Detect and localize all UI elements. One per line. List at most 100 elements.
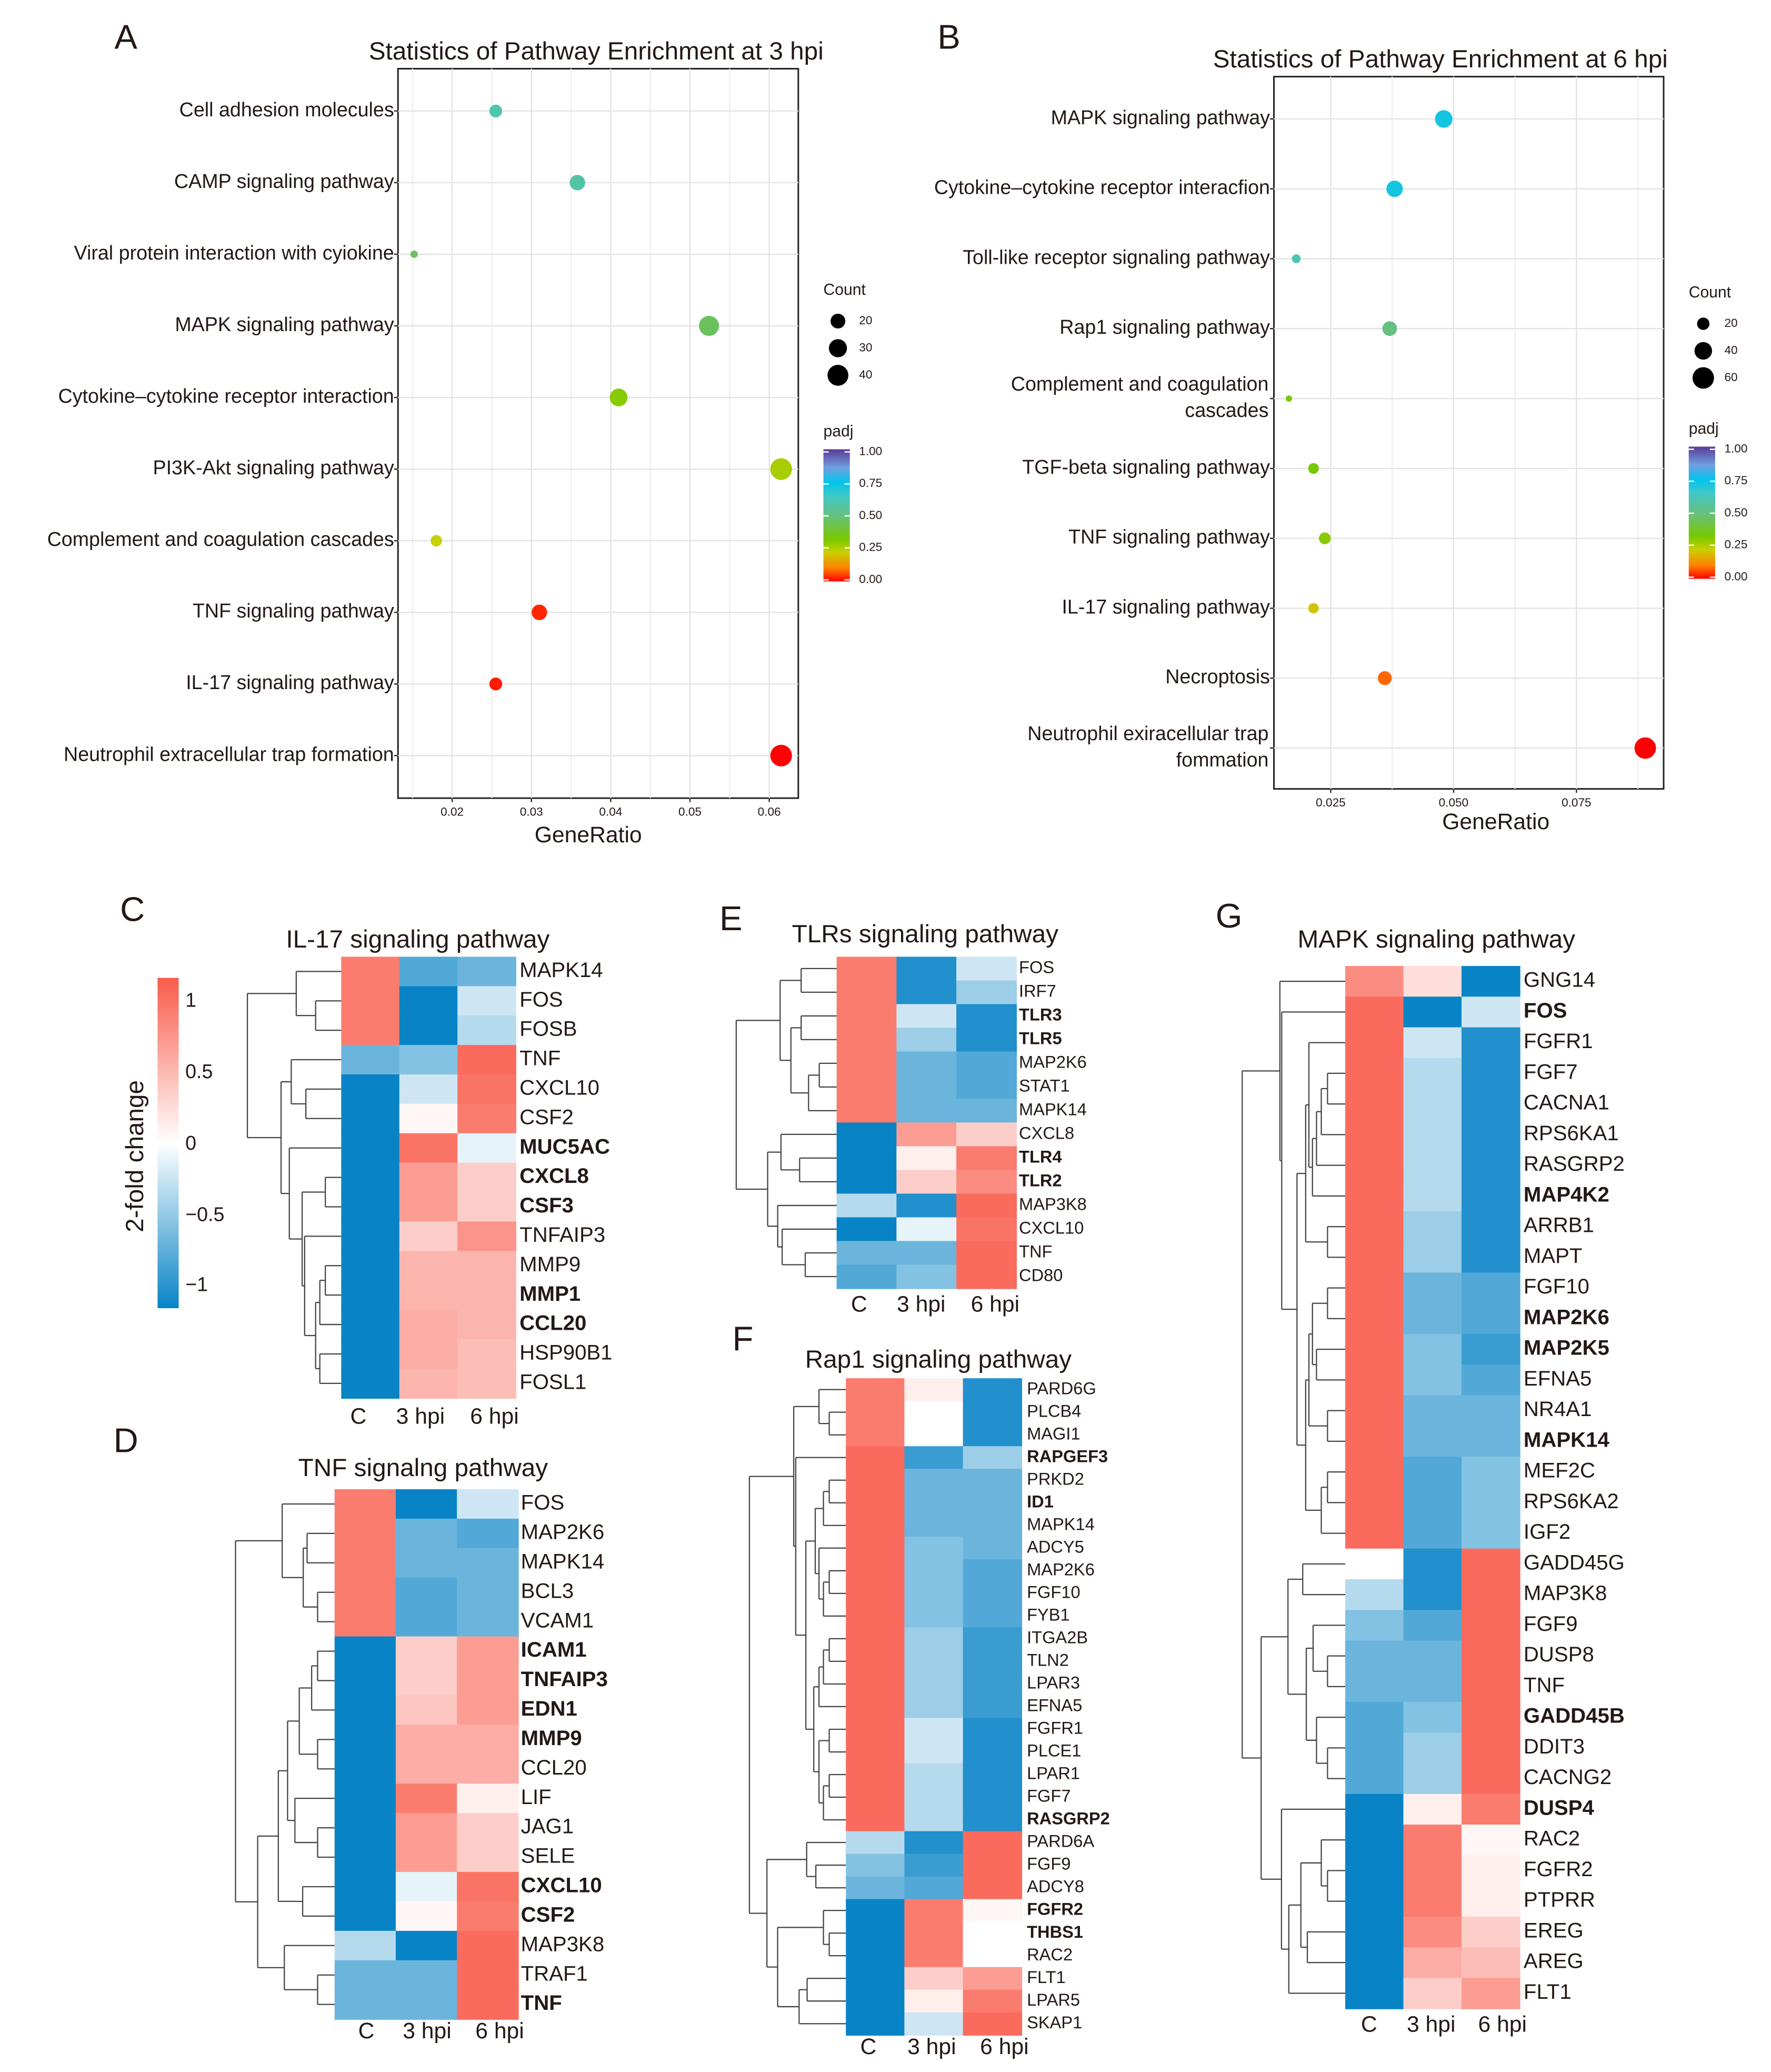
heatmap-cell (457, 1960, 519, 1990)
colorbar-label: 0.50 (859, 509, 882, 522)
heatmap-cell (896, 1004, 957, 1029)
heatmap-cell (457, 1103, 516, 1134)
heatmap-cell (963, 1559, 1023, 1583)
gene-label: LPAR3 (1027, 1673, 1080, 1692)
heatmap-cell (1345, 1916, 1404, 1948)
heatmap-cell (904, 1491, 964, 1515)
heatmap-cell (904, 1808, 964, 1832)
x-axis-label: GeneRatio (1442, 809, 1549, 834)
heatmap-cell (956, 1264, 1017, 1289)
gene-label: GNG14 (1524, 968, 1595, 992)
heatmap-rap1 (748, 1378, 1023, 2036)
heatmap-cell (846, 1944, 905, 1968)
size-legend-label: 40 (1724, 343, 1737, 356)
colorbar-label: 0.25 (859, 541, 882, 554)
heatmap-cell (846, 1491, 905, 1515)
heatmap-cell (1403, 1333, 1463, 1366)
heatmap-cell (1461, 1947, 1520, 1979)
gene-label: LIF (521, 1785, 552, 1809)
heatmap-cell (846, 1537, 905, 1560)
x-tick-label: 0.025 (1316, 796, 1346, 809)
heatmap-cell (846, 1559, 905, 1583)
gene-label: FOS (1019, 958, 1054, 977)
heatmap-cell (1461, 1978, 1520, 2009)
heatmap-cell (399, 1133, 458, 1163)
heatmap-cell (836, 1028, 897, 1052)
heatmap-cell (904, 1944, 964, 1968)
gene-label: CSF3 (519, 1193, 574, 1217)
gene-label: MAP2K6 (521, 1520, 604, 1543)
heatmap-cell (334, 1607, 397, 1637)
heatmap-cell (395, 1784, 458, 1814)
gene-label: IGF2 (1524, 1520, 1570, 1543)
column-label: 6 hpi (971, 1291, 1020, 1317)
heatmap-cell (896, 957, 957, 981)
gene-label: CACNG2 (1524, 1765, 1612, 1789)
gene-label: MAP2K6 (1524, 1305, 1609, 1329)
panel-letter: B (937, 18, 960, 56)
heatmap-cell (341, 1045, 400, 1075)
gene-label: FLT1 (1027, 1967, 1066, 1987)
gene-label: MAP2K5 (1524, 1336, 1609, 1360)
heatmap-cell (836, 980, 897, 1005)
column-label: C (351, 1404, 367, 1429)
column-label: C (358, 2018, 375, 2044)
heatmap-cell (1345, 1978, 1404, 2009)
gene-label: ADCY5 (1027, 1537, 1084, 1556)
heatmap-cell (395, 1577, 458, 1608)
heatmap-cell (457, 1074, 516, 1105)
heatmap-cell (963, 1786, 1023, 1809)
heatmap-cell (904, 1786, 964, 1809)
heatmap-cell (457, 1368, 516, 1399)
heatmap-cell (904, 1718, 964, 1741)
y-tick-label: fommation (1176, 749, 1269, 771)
heatmap-title: TNF signalng pathway (298, 1454, 548, 1482)
heatmap-cell (836, 1241, 897, 1266)
heatmap-cell (846, 1695, 905, 1719)
heatmap-cell (896, 1075, 957, 1100)
plot-area (397, 68, 799, 799)
heatmap-cell (904, 1514, 964, 1538)
heatmap-cell (963, 1740, 1023, 1764)
heatmap-cell (904, 2012, 964, 2036)
size-legend-title: Count (824, 281, 866, 298)
gene-label: HSP90B1 (519, 1341, 612, 1364)
heatmap-cell (1461, 1518, 1520, 1549)
heatmap-cell (395, 1901, 458, 1932)
size-legend-dot (828, 339, 847, 357)
x-tick-label: 0.06 (758, 805, 781, 819)
heatmap-cell (896, 1241, 957, 1266)
y-tick-label: Cytokine–cytokine receptor interacfion (934, 176, 1270, 198)
column-label: 3 hpi (396, 1404, 445, 1429)
gene-label: RASGRP2 (1524, 1152, 1625, 1176)
heatmap-cell (1461, 1088, 1520, 1120)
heatmap-cell (457, 1518, 519, 1549)
gene-label: MAP3K8 (521, 1932, 604, 1956)
heatmap-cell (1461, 1610, 1520, 1641)
heatmap-cell (904, 1582, 964, 1606)
gene-label: MMP9 (519, 1252, 581, 1276)
gene-label: FOSB (519, 1017, 577, 1041)
chart-title: Statistics of Pathway Enrichment at 6 hp… (1213, 45, 1668, 73)
heatmap-cell (1403, 1518, 1463, 1549)
gene-label: CXCL8 (519, 1164, 589, 1188)
gene-label: CCL20 (519, 1311, 586, 1335)
heatmap-cell (1345, 1579, 1404, 1611)
y-tick-label: MAPK signaling pathway (175, 313, 394, 335)
heatmap-cell (1403, 1548, 1463, 1580)
heatmap-cell (457, 1310, 516, 1340)
heatmap-cell (334, 1930, 397, 1961)
heatmap-title: IL-17 signaling pathway (286, 925, 549, 953)
heatmap-cell (963, 1627, 1023, 1651)
gene-label: THBS1 (1027, 1922, 1083, 1941)
gene-label: EFNA5 (1027, 1696, 1082, 1715)
size-legend-title: Count (1689, 284, 1732, 301)
heatmap-cell (457, 1813, 519, 1844)
heatmap-cell (846, 1854, 905, 1877)
heatmap-cell (457, 1280, 516, 1311)
gene-label: MAPK14 (521, 1549, 604, 1573)
heatmap-cell (1461, 1058, 1520, 1090)
column-label: C (1361, 2011, 1377, 2037)
y-tick-label: Necroptosis (1165, 665, 1270, 688)
heatmap-cell (956, 1004, 1017, 1029)
